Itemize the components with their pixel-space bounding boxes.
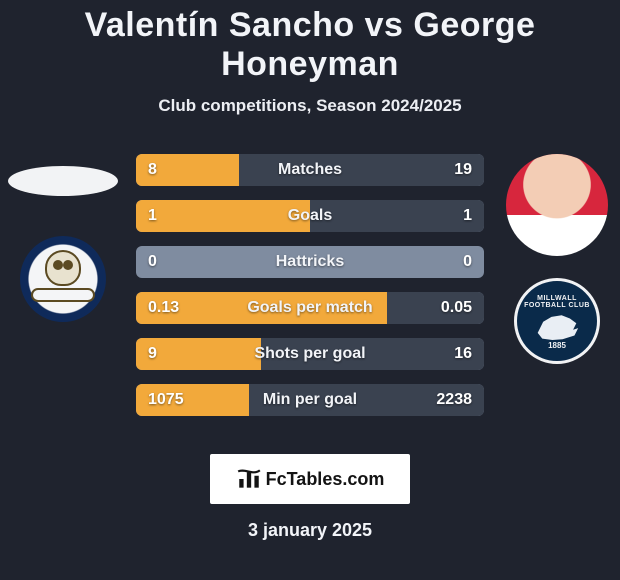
stat-label: Goals per match [247, 299, 372, 317]
stat-label: Matches [278, 161, 342, 179]
stat-value-left: 8 [148, 161, 157, 179]
stat-value-right: 2238 [436, 391, 472, 409]
comparison-date: 3 january 2025 [0, 520, 620, 541]
stat-fill-right [239, 154, 484, 186]
stat-row: 0.13 0.05 Goals per match [136, 292, 484, 324]
stat-value-left: 0.13 [148, 299, 179, 317]
stat-value-left: 1 [148, 207, 157, 225]
page-subtitle: Club competitions, Season 2024/2025 [0, 96, 620, 116]
stat-value-right: 19 [454, 161, 472, 179]
stat-row: 8 19 Matches [136, 154, 484, 186]
source-logo: FcTables.com [210, 454, 410, 504]
stat-value-left: 9 [148, 345, 157, 363]
comparison-card: Valentín Sancho vs George Honeyman Club … [0, 0, 620, 580]
stat-label: Min per goal [263, 391, 357, 409]
stat-row: 0 0 Hattricks [136, 246, 484, 278]
stat-label: Shots per goal [254, 345, 365, 363]
stat-fill-left [136, 200, 310, 232]
chart-bars-icon [236, 466, 262, 492]
right-player-column: MILLWALL FOOTBALL CLUB 1885 [502, 146, 612, 436]
owl-icon [45, 250, 81, 286]
stat-fill-right [310, 200, 484, 232]
right-player-avatar [506, 154, 608, 256]
player-face-icon [506, 154, 608, 256]
badge-ribbon [31, 288, 95, 302]
content-area: MILLWALL FOOTBALL CLUB 1885 819Matches11… [0, 146, 620, 436]
stat-row: 1075 2238 Min per goal [136, 384, 484, 416]
stat-row: 9 16 Shots per goal [136, 338, 484, 370]
badge-ring-text: MILLWALL FOOTBALL CLUB [517, 295, 597, 309]
left-club-badge [20, 236, 106, 322]
stat-value-right: 0 [463, 253, 472, 271]
stat-bars: 8 19 Matches 1 1 Goals 0 0 Hattricks 0.13 0.05 Goal… [136, 154, 484, 430]
left-player-column [8, 146, 118, 436]
stat-value-right: 16 [454, 345, 472, 363]
stat-label: Hattricks [276, 253, 344, 271]
stat-row: 1 1 Goals [136, 200, 484, 232]
right-club-badge: MILLWALL FOOTBALL CLUB 1885 [514, 278, 600, 364]
stat-value-left: 0 [148, 253, 157, 271]
source-logo-text: FcTables.com [266, 469, 385, 490]
stat-value-right: 0.05 [441, 299, 472, 317]
left-player-avatar-placeholder [8, 166, 118, 196]
page-title: Valentín Sancho vs George Honeyman [0, 0, 620, 84]
stat-value-left: 1075 [148, 391, 184, 409]
stat-value-right: 1 [463, 207, 472, 225]
lion-icon [534, 311, 580, 343]
stat-label: Goals [288, 207, 332, 225]
